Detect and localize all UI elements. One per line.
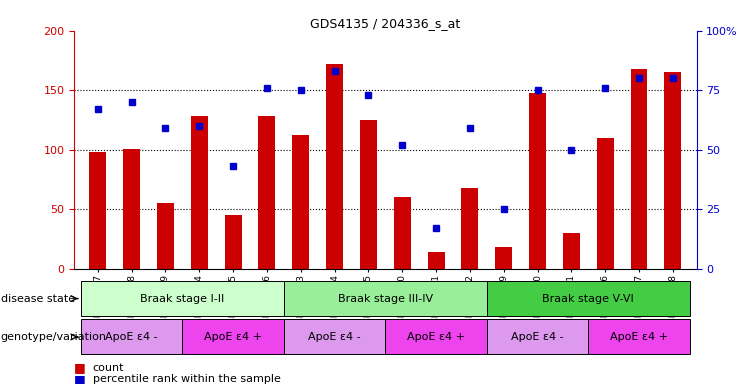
Bar	[462, 188, 479, 269]
Bar	[90, 152, 106, 269]
Bar	[259, 116, 276, 269]
Bar	[665, 73, 681, 269]
Bar	[225, 215, 242, 269]
Bar	[428, 252, 445, 269]
Bar	[81, 281, 284, 316]
Bar	[81, 319, 182, 354]
Text: count: count	[93, 363, 124, 373]
Bar	[495, 247, 512, 269]
Bar	[588, 319, 690, 354]
Bar	[631, 69, 648, 269]
Bar	[326, 64, 343, 269]
Bar	[182, 319, 284, 354]
Text: ApoE ε4 +: ApoE ε4 +	[204, 332, 262, 342]
Bar	[385, 319, 487, 354]
Text: ApoE ε4 +: ApoE ε4 +	[407, 332, 465, 342]
Text: genotype/variation: genotype/variation	[1, 332, 107, 342]
Bar	[393, 197, 411, 269]
Text: ApoE ε4 +: ApoE ε4 +	[610, 332, 668, 342]
Bar	[191, 116, 207, 269]
Title: GDS4135 / 204336_s_at: GDS4135 / 204336_s_at	[310, 17, 460, 30]
Bar	[597, 138, 614, 269]
Text: Braak stage III-IV: Braak stage III-IV	[338, 293, 433, 304]
Text: ■: ■	[74, 373, 86, 384]
Text: ApoE ε4 -: ApoE ε4 -	[511, 332, 564, 342]
Text: ApoE ε4 -: ApoE ε4 -	[105, 332, 158, 342]
Bar	[284, 319, 385, 354]
Bar	[487, 281, 690, 316]
Text: Braak stage V-VI: Braak stage V-VI	[542, 293, 634, 304]
Bar	[284, 281, 487, 316]
Bar	[529, 93, 546, 269]
Text: Braak stage I-II: Braak stage I-II	[140, 293, 225, 304]
Text: ApoE ε4 -: ApoE ε4 -	[308, 332, 361, 342]
Text: disease state: disease state	[1, 293, 75, 304]
Text: ■: ■	[74, 361, 86, 374]
Bar	[292, 136, 309, 269]
Bar	[487, 319, 588, 354]
Bar	[563, 233, 579, 269]
Bar	[123, 149, 140, 269]
Text: percentile rank within the sample: percentile rank within the sample	[93, 374, 281, 384]
Bar	[157, 204, 174, 269]
Bar	[360, 120, 377, 269]
